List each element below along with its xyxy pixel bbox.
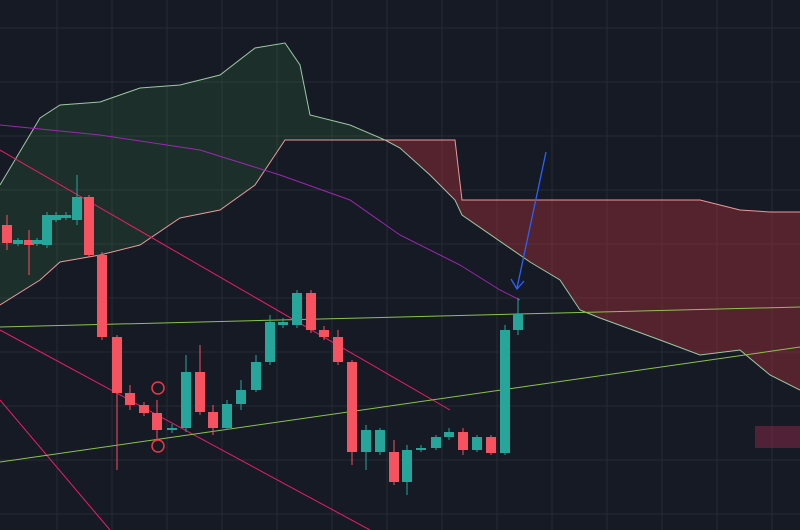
candle-body [84, 197, 94, 255]
trend-line [0, 399, 111, 530]
candle-body [333, 337, 343, 362]
cloud-fill [600, 200, 660, 340]
trend-line [0, 329, 371, 530]
candle-body [139, 405, 149, 413]
candle-body [152, 413, 162, 430]
candle-body [292, 293, 302, 325]
candle-body [181, 372, 191, 428]
cloud-fill [430, 140, 455, 200]
candle-body [486, 437, 496, 453]
cloud-fill [140, 85, 180, 245]
candle-body [167, 428, 177, 430]
candle-body [112, 337, 122, 393]
candle-body [444, 432, 454, 437]
trend-line [0, 346, 800, 463]
candle-body [265, 322, 275, 362]
cloud-fill [285, 43, 300, 140]
candle-body [500, 330, 510, 453]
trend-line [0, 306, 800, 328]
cloud-fill [310, 115, 350, 140]
candle-body [416, 448, 426, 450]
cloud-fill [770, 212, 800, 390]
candle-body [347, 362, 357, 452]
candle-body [42, 215, 52, 245]
candle-body [195, 372, 205, 412]
candle-body [389, 452, 399, 482]
candle-body [361, 430, 371, 452]
price-marker [755, 426, 800, 448]
arrow [516, 151, 547, 289]
cloud-fill [100, 88, 140, 255]
cloud-fill [700, 200, 740, 355]
candle-body [306, 293, 316, 330]
cloud-fill [660, 200, 700, 355]
cloud-fill [740, 210, 770, 375]
candle-body [375, 430, 385, 452]
candle-body [402, 450, 412, 482]
cloud-fill [462, 200, 530, 262]
circle-marker [151, 439, 165, 453]
candle-body [24, 240, 34, 245]
candle-body [278, 322, 288, 325]
cloud-fill [580, 200, 600, 318]
candle-body [251, 362, 261, 390]
overlay-lines [0, 124, 800, 530]
candle-body [208, 412, 218, 428]
candle-body [513, 314, 523, 330]
cloud-fill [40, 105, 60, 280]
cloud-fill [400, 140, 430, 175]
candles [2, 175, 523, 495]
cloud-fill [180, 75, 220, 218]
candle-body [458, 432, 468, 450]
candle-body [431, 437, 441, 448]
cloud-fill [0, 118, 40, 305]
candle-body [236, 390, 246, 404]
cloud [0, 42, 800, 391]
candle-body [2, 225, 12, 243]
candle-body [125, 393, 135, 405]
candle-body [61, 215, 71, 218]
cloud-fill [530, 200, 560, 280]
candle-body [72, 197, 82, 220]
cloud-fill [255, 43, 285, 185]
candle-body [319, 330, 329, 337]
cloud-span-b [0, 139, 800, 306]
annotations [151, 151, 800, 453]
cloud-fill [560, 200, 580, 310]
trend-line [0, 149, 451, 411]
candle-body [222, 404, 232, 428]
candle-body [13, 240, 23, 244]
trend-line [0, 124, 521, 301]
candle-body [32, 240, 42, 244]
cloud-fill [220, 48, 255, 210]
circle-marker [151, 381, 165, 395]
cloud-fill [300, 65, 310, 140]
arrow-head [510, 278, 525, 291]
cloud-span-a [0, 42, 800, 391]
candle-body [51, 215, 61, 220]
candle-body [472, 437, 482, 450]
candle-body [97, 255, 107, 337]
